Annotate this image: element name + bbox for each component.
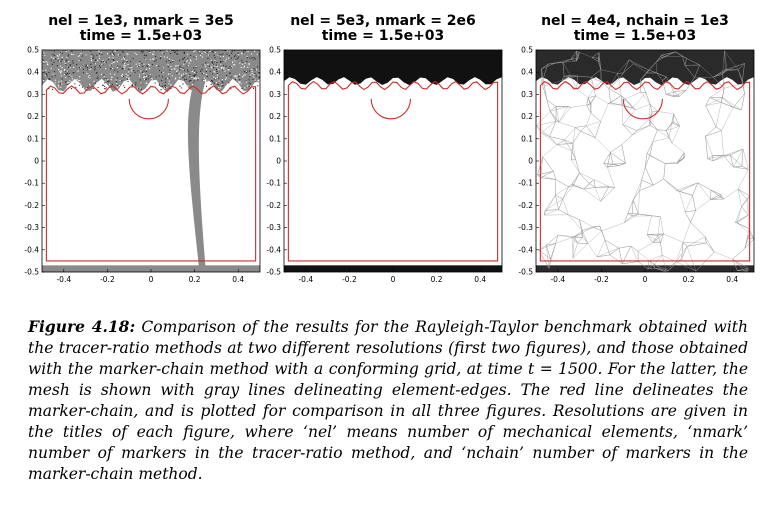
y-tick-label: 0.2: [269, 112, 281, 121]
plot-field: [536, 50, 754, 272]
y-tick-label: -0.5: [518, 268, 533, 277]
y-tick-label: 0.5: [269, 46, 281, 55]
panel-2-plot: 0.5 0.4 0.3 0.2 0.1 0 -0.1 -0.2 -0.3 -0.4 -0.5 -0.4…: [266, 46, 503, 284]
x-tick-label: 0.4: [232, 275, 244, 284]
x-tick-label: 0.2: [683, 275, 695, 284]
y-tick-label: -0.4: [24, 245, 39, 254]
y-tick-label: -0.1: [518, 179, 533, 188]
y-tick-label: 0.5: [27, 46, 39, 55]
x-tick-label: 0: [643, 275, 648, 284]
dense-layer: [284, 50, 502, 86]
caption-text: Comparison of the results for the Raylei…: [28, 318, 748, 483]
panel-3-plot: 0.5 0.4 0.3 0.2 0.1 0 -0.1 -0.2 -0.3 -0.4 -0.5 -0.4…: [518, 46, 755, 284]
panel-2-title: nel = 5e3, nmark = 2e6: [290, 13, 476, 29]
y-tick-label: 0.2: [521, 112, 533, 121]
y-tick-label: 0.1: [269, 134, 281, 143]
x-tick-label: -0.4: [550, 275, 565, 284]
x-tick-label: -0.2: [100, 275, 115, 284]
marker-chain: [45, 85, 257, 262]
y-tick-label: -0.3: [518, 223, 533, 232]
plot-field: [42, 50, 260, 272]
y-tick-label: -0.5: [266, 268, 281, 277]
x-tick-label: 0.4: [474, 275, 486, 284]
marker-chain-cap: [370, 98, 411, 120]
y-tick-label: -0.2: [266, 201, 281, 210]
panel-1: nel = 1e3, nmark = 3e5 time = 1.5e+03 0.…: [16, 0, 266, 300]
x-tick-label: -0.2: [342, 275, 357, 284]
y-tick-label: -0.1: [24, 179, 39, 188]
panel-2: nel = 5e3, nmark = 2e6 time = 1.5e+03 0.…: [258, 0, 508, 300]
y-tick-label: -0.3: [24, 223, 39, 232]
plume: [187, 81, 206, 268]
x-tick-label: 0.2: [431, 275, 443, 284]
y-tick-label: -0.3: [266, 223, 281, 232]
x-tick-label: 0.2: [189, 275, 201, 284]
y-tick-label: 0.5: [521, 46, 533, 55]
bottom-layer: [284, 265, 502, 272]
marker-chain-cap: [622, 98, 663, 120]
y-tick-label: -0.4: [518, 245, 533, 254]
panel-1-time: time = 1.5e+03: [79, 28, 203, 44]
y-tick-label: 0: [34, 157, 39, 166]
marker-chain: [287, 80, 499, 262]
y-tick-label: -0.2: [24, 201, 39, 210]
y-tick-label: 0.1: [27, 134, 39, 143]
x-tick-label: 0: [149, 275, 154, 284]
y-tick-label: 0.3: [27, 90, 39, 99]
panel-3: nel = 4e4, nchain = 1e3 time = 1.5e+03 0…: [510, 0, 760, 300]
y-tick-label: 0: [528, 157, 533, 166]
y-tick-label: -0.5: [24, 268, 39, 277]
bottom-layer: [536, 265, 754, 272]
panel-2-time: time = 1.5e+03: [321, 28, 445, 44]
x-tick-label: 0: [391, 275, 396, 284]
y-tick-label: -0.1: [266, 179, 281, 188]
plot-field: [284, 50, 502, 272]
marker-chain-cap: [128, 98, 169, 120]
y-tick-label: 0.4: [27, 68, 39, 77]
y-tick-label: -0.4: [266, 245, 281, 254]
x-tick-label: -0.4: [56, 275, 71, 284]
figure-label: Figure 4.18:: [28, 317, 136, 336]
panel-1-title: nel = 1e3, nmark = 3e5: [48, 13, 234, 29]
y-tick-label: 0.2: [27, 112, 39, 121]
y-tick-label: 0: [276, 157, 281, 166]
x-tick-label: -0.2: [594, 275, 609, 284]
figure-caption: Figure 4.18: Comparison of the results f…: [28, 316, 748, 485]
dense-layer: [536, 50, 754, 86]
y-tick-label: 0.3: [269, 90, 281, 99]
x-tick-label: -0.4: [298, 275, 313, 284]
marker-chain: [539, 80, 751, 262]
y-tick-label: 0.4: [521, 68, 533, 77]
panel-3-time: time = 1.5e+03: [573, 28, 697, 44]
panel-3-title: nel = 4e4, nchain = 1e3: [541, 13, 729, 29]
y-tick-label: -0.2: [518, 201, 533, 210]
x-tick-label: 0.4: [726, 275, 738, 284]
bottom-layer: [42, 265, 260, 272]
y-tick-label: 0.4: [269, 68, 281, 77]
y-tick-label: 0.1: [521, 134, 533, 143]
y-tick-label: 0.3: [521, 90, 533, 99]
panel-1-plot: 0.5 0.4 0.3 0.2 0.1 0 -0.1 -0.2 -0.3 -0.4 -0.5 -0.4…: [24, 46, 261, 284]
